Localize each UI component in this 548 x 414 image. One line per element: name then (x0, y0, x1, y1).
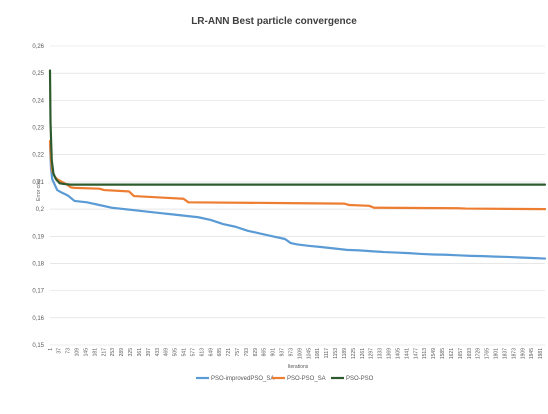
x-tick-label: 1549 (431, 348, 437, 359)
x-tick-label: 901 (271, 348, 277, 357)
x-tick-label: 1657 (458, 348, 464, 359)
y-tick-label: 0,19 (32, 234, 44, 240)
x-tick-label: 1873 (511, 348, 517, 359)
x-tick-label: 1945 (529, 348, 535, 359)
x-tick-label: 469 (164, 348, 170, 357)
x-tick-label: 1 (48, 348, 54, 351)
legend-label: PSO-PSO_SA (287, 376, 326, 382)
x-tick-label: 865 (262, 348, 268, 357)
x-tick-label: 289 (119, 348, 125, 357)
x-tick-label: 109 (75, 348, 81, 357)
x-tick-label: 37 (57, 348, 63, 354)
x-tick-label: 1621 (449, 348, 455, 359)
y-tick-label: 0,17 (32, 289, 44, 295)
x-tick-label: 1477 (413, 348, 419, 359)
x-tick-label: 361 (137, 348, 143, 357)
x-tick-label: 1117 (324, 348, 330, 359)
y-tick-labels: 0,15 0,16 0,17 0,18 0,19 0,2 0,21 0,22 0,23 0,24 0… (32, 44, 44, 349)
y-tick-label: 0,22 (32, 153, 44, 159)
x-tick-label: 1153 (333, 348, 339, 359)
x-tick-label: 1333 (378, 348, 384, 359)
x-tick-label: 145 (83, 348, 89, 357)
y-tick-label: 0,23 (32, 126, 44, 132)
x-tick-label: 937 (280, 348, 286, 357)
x-tick-label: 649 (208, 348, 214, 357)
y-tick-label: 0,24 (32, 98, 44, 104)
x-tick-label: 1297 (369, 348, 375, 359)
y-tick-label: 0,15 (32, 343, 44, 349)
x-tick-label: 1081 (315, 348, 321, 359)
x-tick-label: 613 (199, 348, 205, 357)
x-tick-label: 253 (110, 348, 116, 357)
x-tick-label: 757 (235, 348, 241, 357)
x-tick-label: 1009 (297, 348, 303, 359)
x-axis-title: Iterations (288, 364, 309, 370)
x-tick-label: 1513 (422, 348, 428, 359)
x-tick-label: 577 (190, 348, 196, 357)
x-tick-label: 541 (182, 348, 188, 357)
legend-label: PSO-improvedPSO_SA (211, 376, 274, 382)
x-tick-label: 1441 (404, 348, 410, 359)
x-tick-label: 1981 (538, 348, 544, 359)
x-tick-label: 1585 (440, 348, 446, 359)
x-tick-label: 181 (92, 348, 98, 357)
x-tick-label: 829 (253, 348, 259, 357)
x-tick-label: 1837 (502, 348, 508, 359)
x-tick-label: 73 (66, 348, 72, 354)
x-tick-label: 721 (226, 348, 232, 357)
x-tick-label: 1189 (342, 348, 348, 359)
x-tick-label: 1801 (494, 348, 500, 359)
x-tick-label: 505 (173, 348, 179, 357)
x-tick-label: 1729 (476, 348, 482, 359)
x-tick-label: 325 (128, 348, 134, 357)
x-tick-label: 217 (101, 348, 107, 357)
x-tick-label: 1909 (520, 348, 526, 359)
x-tick-label: 1693 (467, 348, 473, 359)
legend-label: PSO-PSO (346, 376, 374, 382)
x-tick-label: 973 (288, 348, 294, 357)
y-axis-title: Error cost (36, 179, 42, 201)
x-tick-label: 685 (217, 348, 223, 357)
x-tick-labels: 1 37 73 109 145 181 217 253 289 325 361 397 433 469 50… (48, 348, 544, 359)
x-tick-label: 433 (155, 348, 161, 357)
x-tick-label: 1045 (306, 348, 312, 359)
x-tick-label: 793 (244, 348, 250, 357)
x-tick-label: 397 (146, 348, 152, 357)
y-tick-label: 0,18 (32, 261, 44, 267)
x-tick-label: 1261 (360, 348, 366, 359)
series-line-pso-pso (48, 69, 547, 186)
legend: PSO-improvedPSO_SA PSO-PSO_SA PSO-PSO (196, 376, 374, 382)
series-line-pso-improvedpso-sa (48, 142, 547, 260)
x-tick-label: 1765 (485, 348, 491, 359)
y-tick-label: 0,25 (32, 71, 44, 77)
series-lines (48, 69, 547, 260)
x-tick-label: 1405 (395, 348, 401, 359)
x-tick-label: 1225 (351, 348, 357, 359)
y-tick-label: 0,2 (36, 207, 45, 213)
x-tick-label: 1369 (387, 348, 393, 359)
y-tick-label: 0,21 (32, 180, 44, 186)
y-tick-label: 0,16 (32, 316, 44, 322)
chart-title: LR-ANN Best particle convergence (191, 16, 357, 27)
grid-lines (50, 45, 545, 346)
y-tick-label: 0,26 (32, 44, 44, 50)
